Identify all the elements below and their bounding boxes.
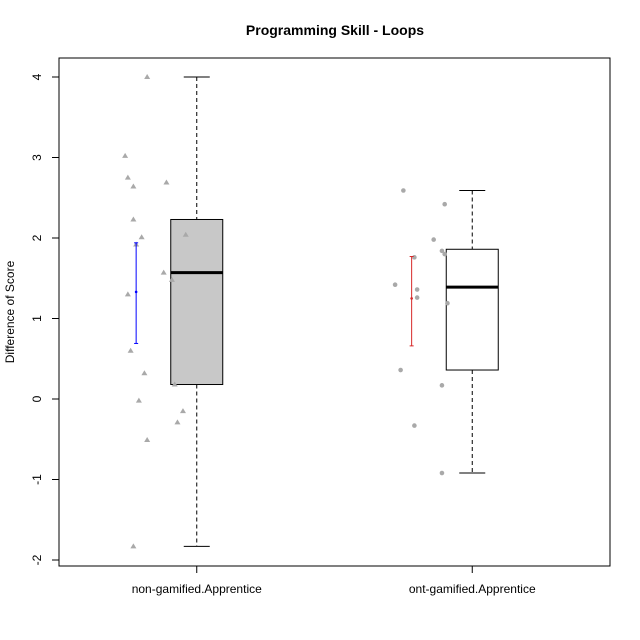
data-point [174, 419, 181, 425]
data-point [414, 295, 420, 300]
x-tick-label: ont-gamified.Apprentice [409, 582, 536, 596]
data-point [182, 231, 189, 237]
data-point [144, 437, 151, 443]
data-point [431, 237, 436, 242]
data-point [392, 282, 398, 287]
data-point [171, 381, 178, 387]
x-axis: non-gamified.Apprentice ont-gamified.Appr… [132, 565, 536, 596]
data-point [124, 291, 131, 297]
y-tick-label: -2 [30, 554, 44, 565]
data-point [398, 367, 403, 373]
chart-title: Programming Skill - Loops [246, 22, 424, 38]
data-point [412, 423, 417, 428]
data-point [439, 383, 445, 388]
y-axis-label: Difference of Score [3, 260, 17, 363]
data-point [442, 251, 448, 257]
data-point [127, 347, 134, 353]
data-point [138, 234, 145, 240]
plot-frame [58, 57, 611, 567]
data-point [124, 174, 131, 180]
data-point [439, 248, 445, 254]
data-point [412, 255, 417, 260]
data-point [130, 216, 137, 222]
box [445, 248, 499, 371]
box [170, 218, 224, 386]
data-point [135, 397, 142, 403]
y-tick-label: -1 [30, 474, 44, 485]
y-tick-label: 4 [30, 73, 44, 80]
ci-mean [410, 297, 413, 300]
data-point [160, 269, 167, 275]
chart-marks [122, 74, 499, 549]
y-axis: -2 -1 0 1 2 3 4 [30, 73, 60, 565]
data-point [130, 543, 137, 549]
data-point [445, 300, 450, 306]
y-tick-label: 0 [30, 395, 44, 402]
y-tick-label: 1 [30, 315, 44, 322]
data-point [439, 470, 445, 476]
data-point [130, 183, 137, 189]
data-point [179, 408, 186, 414]
x-tick-label: non-gamified.Apprentice [132, 582, 262, 596]
ci-mean [134, 290, 138, 294]
box-group [392, 188, 499, 476]
box-group [122, 74, 224, 549]
data-point [163, 179, 170, 185]
data-point [168, 276, 175, 282]
data-point [414, 287, 420, 292]
data-point [144, 74, 151, 79]
y-tick-label: 2 [30, 234, 44, 241]
data-point [401, 188, 406, 193]
y-tick-label: 3 [30, 154, 44, 161]
data-point [442, 201, 448, 207]
data-point [141, 370, 148, 376]
data-point [122, 152, 129, 158]
